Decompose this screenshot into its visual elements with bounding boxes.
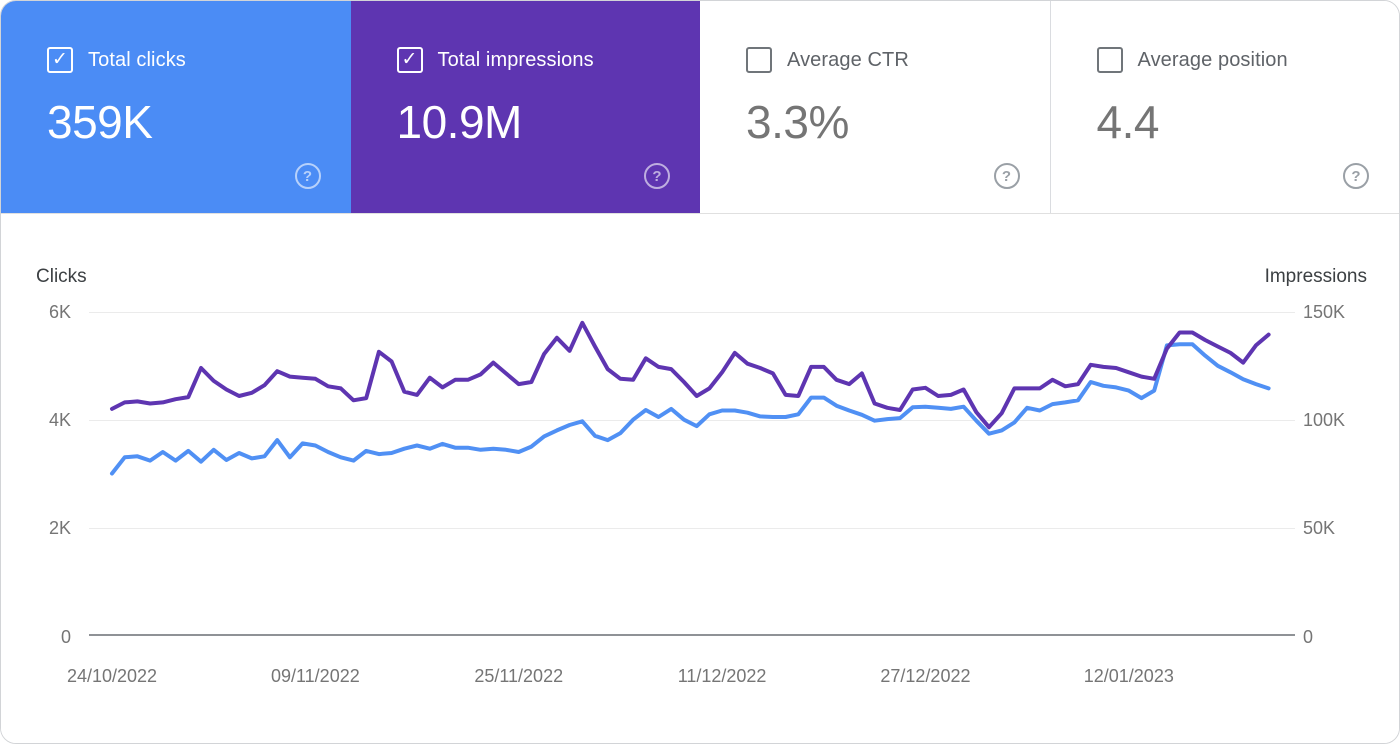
- help-icon[interactable]: ?: [993, 163, 1020, 189]
- average-position-checkbox[interactable]: ✓: [1096, 47, 1123, 73]
- card-header: ✓ Average CTR: [746, 47, 1050, 73]
- left-y-tick: 0: [60, 627, 71, 647]
- checkmark-icon: ✓: [401, 48, 418, 70]
- help-icon[interactable]: ?: [1343, 163, 1369, 189]
- right-y-tick: 50K: [1303, 518, 1336, 538]
- card-label: Average CTR: [787, 48, 909, 71]
- help-icon[interactable]: ?: [294, 163, 321, 189]
- gridline: [89, 312, 1295, 313]
- card-header: ✓ Total impressions: [396, 47, 701, 73]
- average-ctr-checkbox[interactable]: ✓: [746, 47, 772, 73]
- right-axis-title: Impressions: [1264, 266, 1367, 287]
- gridline: [89, 420, 1295, 421]
- card-label: Average position: [1137, 48, 1288, 71]
- card-header: ✓ Average position: [1096, 47, 1400, 73]
- right-y-tick: 0: [1303, 627, 1314, 647]
- left-y-tick: 4K: [48, 410, 71, 430]
- card-total-impressions[interactable]: ✓ Total impressions 10.9M ?: [350, 1, 701, 213]
- average-position-value: 4.4: [1096, 96, 1160, 148]
- total-clicks-checkbox[interactable]: ✓: [47, 47, 73, 73]
- x-axis-line: [89, 634, 1295, 636]
- x-axis-date-label: 27/12/2022: [880, 666, 971, 686]
- chart-plot-area[interactable]: [1, 214, 1400, 743]
- right-y-tick: 100K: [1303, 410, 1346, 430]
- total-impressions-checkbox[interactable]: ✓: [396, 47, 423, 73]
- card-label: Total clicks: [88, 48, 186, 71]
- help-icon[interactable]: ?: [644, 163, 670, 189]
- card-total-clicks[interactable]: ✓ Total clicks 359K ?: [1, 1, 351, 213]
- card-average-ctr[interactable]: ✓ Average CTR 3.3% ?: [700, 1, 1050, 213]
- left-y-tick: 6K: [48, 302, 71, 322]
- performance-chart[interactable]: Clicks Impressions 6K 4K 2K 0 150K 100K …: [1, 214, 1399, 743]
- card-label: Total impressions: [437, 48, 594, 71]
- average-ctr-value: 3.3%: [746, 96, 849, 148]
- left-y-tick: 2K: [48, 518, 71, 538]
- card-average-position[interactable]: ✓ Average position 4.4 ?: [1049, 1, 1400, 213]
- clicks-line: [110, 342, 1271, 476]
- checkmark-icon: ✓: [52, 48, 68, 70]
- gridline: [89, 528, 1295, 529]
- x-axis-date-label: 09/11/2022: [270, 666, 360, 686]
- total-clicks-value: 359K: [47, 96, 153, 148]
- x-axis-date-label: 12/01/2023: [1083, 666, 1174, 686]
- x-axis-date-label: 11/12/2022: [677, 666, 767, 686]
- total-impressions-value: 10.9M: [396, 96, 523, 148]
- left-axis-title: Clicks: [36, 266, 87, 287]
- right-y-tick: 150K: [1303, 302, 1346, 322]
- metric-cards: ✓ Total clicks 359K ? ✓ Total impression…: [1, 1, 1399, 214]
- x-axis-date-label: 25/11/2022: [474, 666, 564, 686]
- impressions-line: [110, 320, 1271, 430]
- x-axis-date-label: 24/10/2022: [66, 666, 158, 686]
- card-header: ✓ Total clicks: [47, 47, 351, 73]
